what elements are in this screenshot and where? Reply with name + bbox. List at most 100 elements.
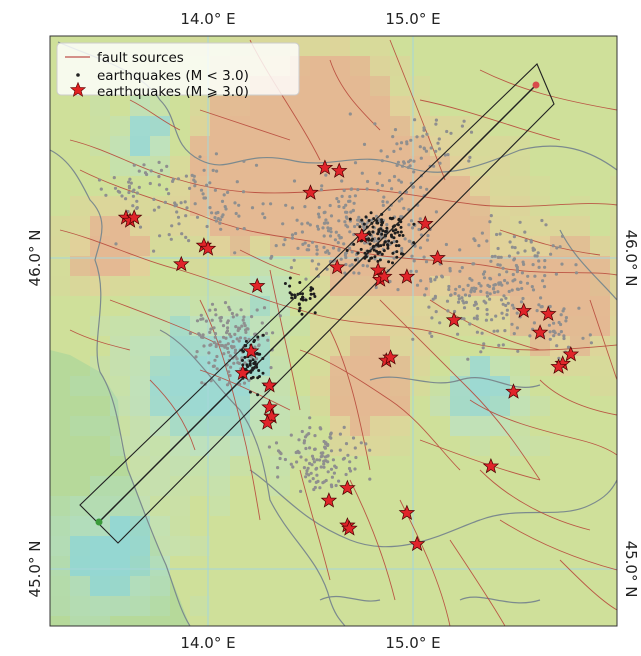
- small-earthquake: [348, 467, 351, 470]
- small-earthquake: [475, 302, 478, 305]
- small-earthquake: [385, 223, 388, 226]
- heatmap-cell: [130, 596, 150, 616]
- small-earthquake: [293, 294, 296, 297]
- small-earthquake: [506, 281, 509, 284]
- heatmap-cell: [230, 156, 250, 176]
- heatmap-cell: [490, 236, 510, 256]
- heatmap-cell: [150, 336, 170, 356]
- small-earthquake: [413, 118, 416, 121]
- small-earthquake: [434, 150, 437, 153]
- small-earthquake: [458, 270, 461, 273]
- small-earthquake: [177, 216, 180, 219]
- small-earthquake: [188, 187, 191, 190]
- small-earthquake: [104, 194, 107, 197]
- small-earthquake: [275, 244, 278, 247]
- heatmap-cell: [350, 36, 370, 56]
- heatmap-cell: [590, 316, 610, 336]
- small-earthquake: [165, 188, 168, 191]
- small-earthquake: [498, 256, 501, 259]
- small-earthquake: [352, 271, 355, 274]
- legend-small-label: earthquakes (M < 3.0): [97, 68, 249, 84]
- heatmap-cell: [550, 216, 570, 236]
- small-earthquake: [320, 184, 323, 187]
- heatmap-cell: [70, 556, 90, 576]
- small-earthquake: [317, 213, 320, 216]
- small-earthquake: [185, 175, 188, 178]
- small-earthquake: [408, 240, 411, 243]
- small-earthquake: [313, 460, 316, 463]
- small-earthquake: [258, 343, 261, 346]
- small-earthquake: [461, 299, 464, 302]
- small-earthquake: [503, 279, 506, 282]
- heatmap-cell: [330, 116, 350, 136]
- heatmap-cell: [190, 116, 210, 136]
- heatmap-cell: [610, 356, 630, 376]
- heatmap-cell: [190, 416, 210, 436]
- small-earthquake: [231, 312, 234, 315]
- small-earthquake: [400, 226, 403, 229]
- small-earthquake: [208, 331, 211, 334]
- heatmap-cell: [130, 256, 150, 276]
- small-earthquake: [463, 306, 466, 309]
- heatmap-cell: [310, 96, 330, 116]
- heatmap-cell: [330, 36, 350, 56]
- heatmap-cell: [170, 376, 190, 396]
- small-earthquake: [472, 287, 475, 290]
- heatmap-cell: [110, 276, 130, 296]
- small-earthquake: [212, 326, 215, 329]
- small-earthquake: [218, 222, 221, 225]
- heatmap-cell: [130, 376, 150, 396]
- heatmap-cell: [50, 216, 70, 236]
- small-earthquake: [375, 250, 378, 253]
- heatmap-cell: [290, 216, 310, 236]
- small-earthquake: [312, 293, 315, 296]
- small-earthquake: [339, 449, 342, 452]
- small-earthquake: [353, 225, 356, 228]
- small-earthquake: [543, 259, 546, 262]
- small-earthquake: [520, 287, 523, 290]
- heatmap-cell: [210, 396, 230, 416]
- heatmap-cell: [170, 196, 190, 216]
- small-earthquake: [346, 454, 349, 457]
- small-earthquake: [375, 286, 378, 289]
- heatmap-cell: [150, 296, 170, 316]
- small-earthquake: [341, 195, 344, 198]
- small-earthquake: [184, 236, 187, 239]
- small-earthquake: [198, 155, 201, 158]
- small-earthquake: [344, 224, 347, 227]
- heatmap-cell: [610, 336, 630, 356]
- small-earthquake: [215, 170, 218, 173]
- small-earthquake: [165, 165, 168, 168]
- heatmap-cell: [170, 336, 190, 356]
- small-earthquake: [378, 172, 381, 175]
- small-earthquake: [540, 305, 543, 308]
- small-earthquake: [252, 362, 255, 365]
- small-earthquake: [523, 231, 526, 234]
- small-earthquake: [468, 156, 471, 159]
- small-earthquake: [208, 344, 211, 347]
- small-earthquake: [368, 449, 371, 452]
- small-earthquake: [243, 227, 246, 230]
- small-earthquake: [332, 458, 335, 461]
- small-earthquake: [402, 234, 405, 237]
- small-earthquake: [343, 426, 346, 429]
- small-earthquake: [381, 200, 384, 203]
- heatmap-cell: [190, 156, 210, 176]
- small-earthquake: [466, 358, 469, 361]
- small-earthquake: [255, 164, 258, 167]
- small-earthquake: [217, 217, 220, 220]
- small-earthquake: [317, 263, 320, 266]
- small-earthquake: [329, 204, 332, 207]
- heatmap-cell: [470, 216, 490, 236]
- small-earthquake: [539, 296, 542, 299]
- small-earthquake: [158, 234, 161, 237]
- heatmap-cell: [610, 376, 630, 396]
- heatmap-cell: [430, 396, 450, 416]
- small-earthquake: [400, 141, 403, 144]
- small-earthquake: [467, 284, 470, 287]
- small-earthquake: [269, 257, 272, 260]
- small-earthquake: [391, 217, 394, 220]
- small-earthquake: [194, 202, 197, 205]
- small-earthquake: [218, 378, 221, 381]
- small-earthquake: [555, 273, 558, 276]
